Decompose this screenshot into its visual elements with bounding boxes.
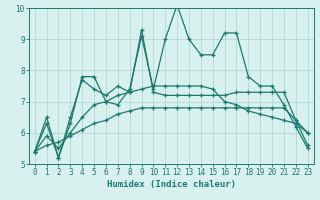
X-axis label: Humidex (Indice chaleur): Humidex (Indice chaleur) (107, 180, 236, 189)
